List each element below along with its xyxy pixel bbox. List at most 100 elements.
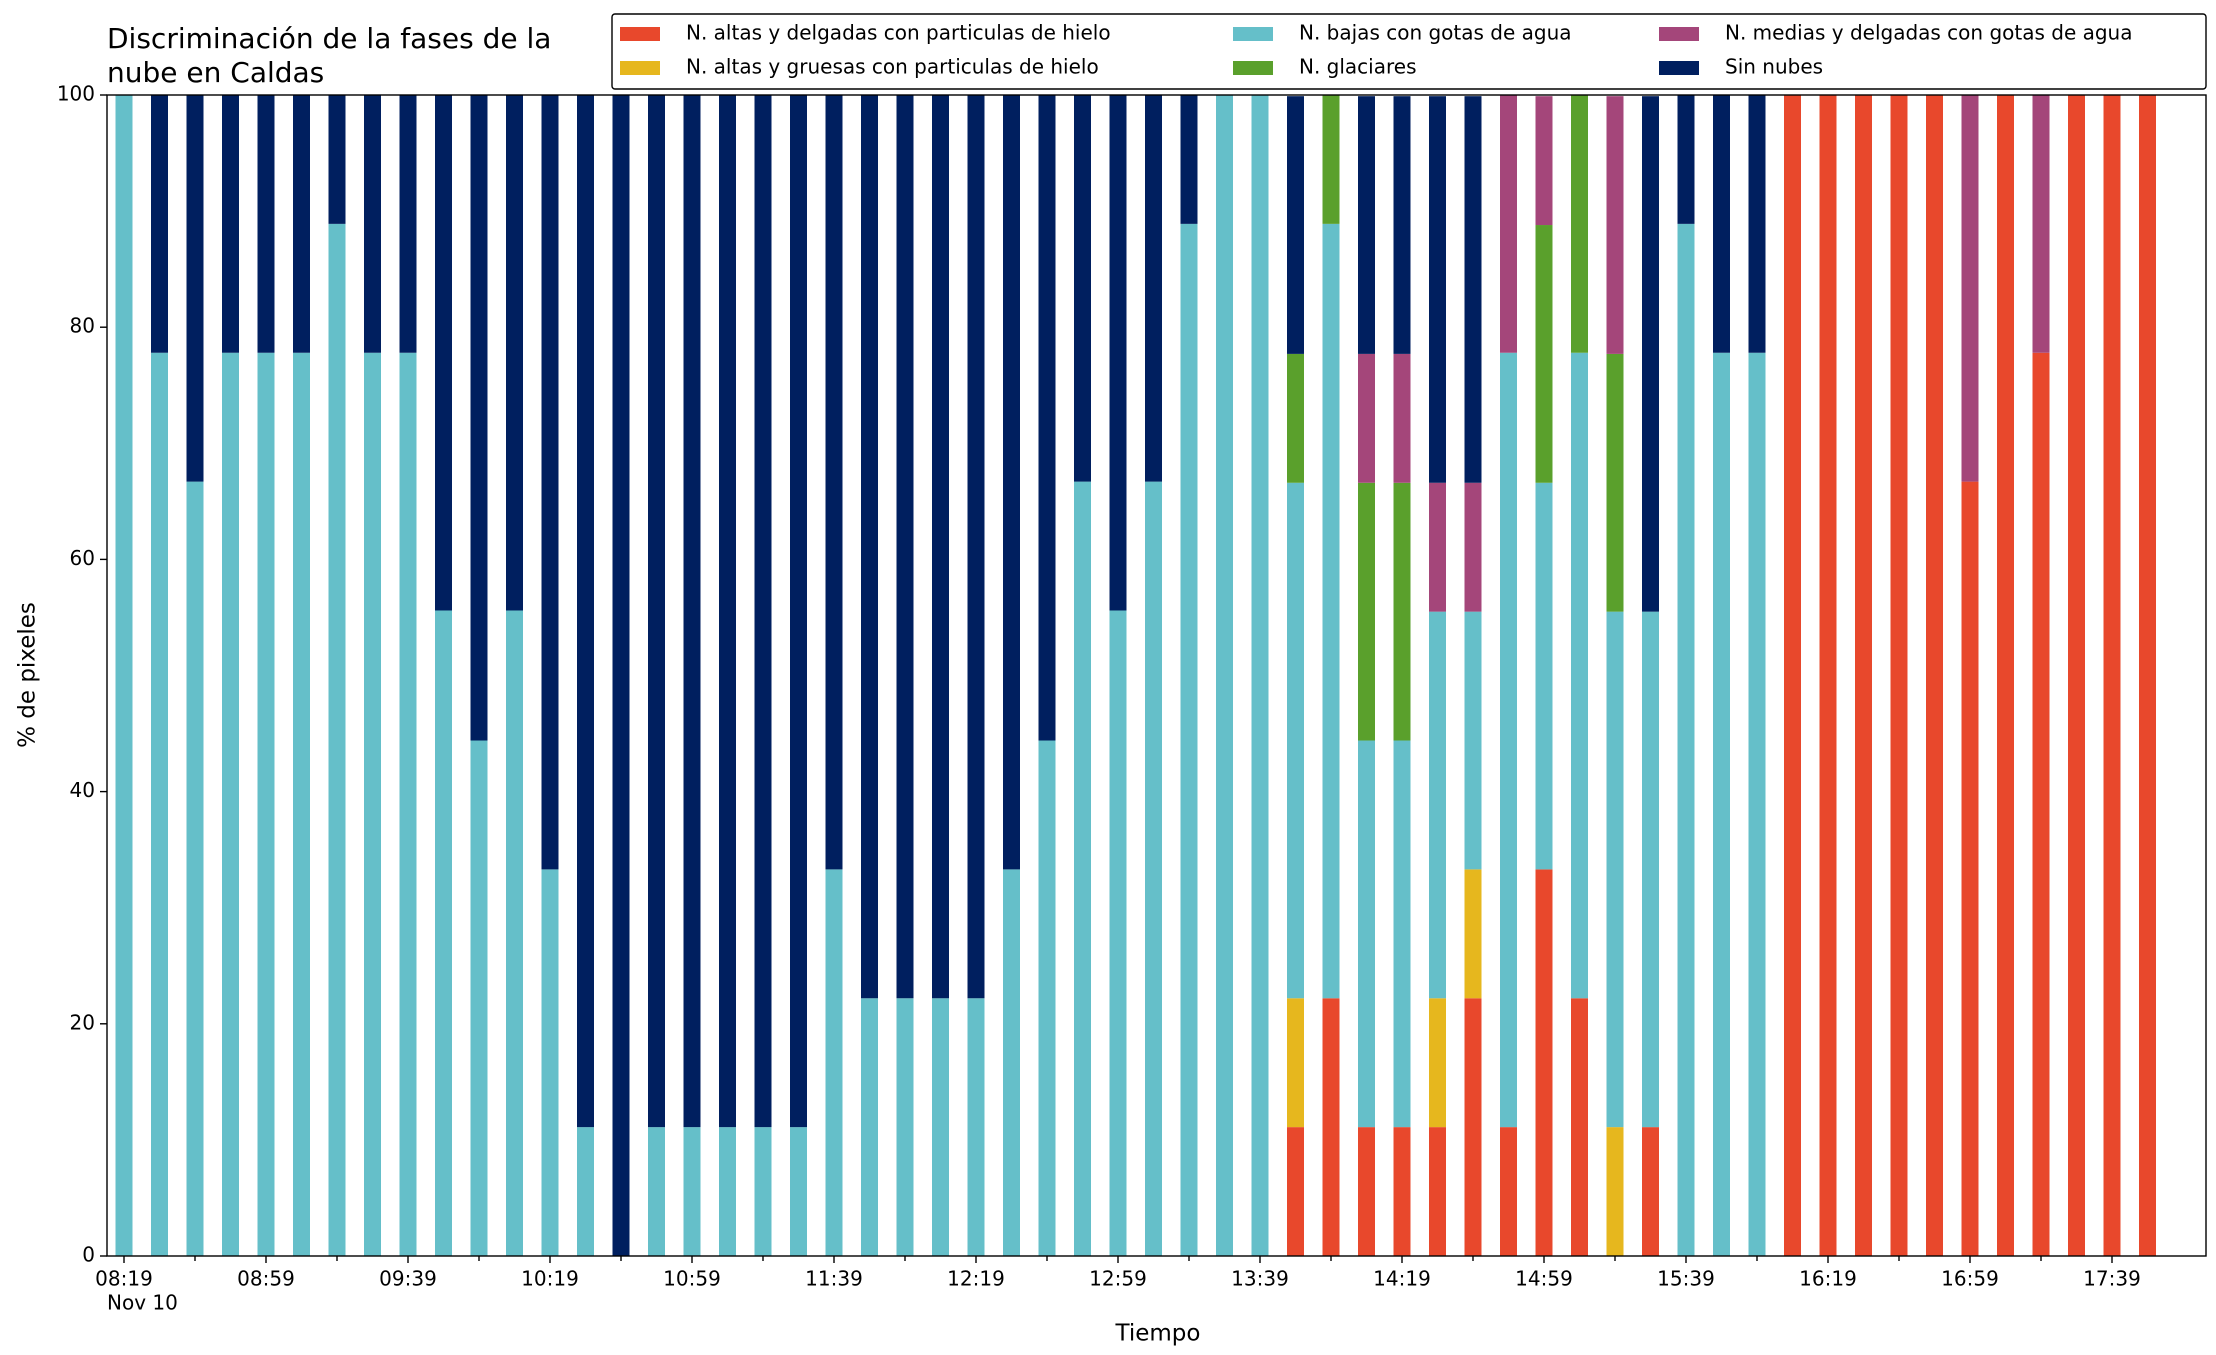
- bar-segment: [470, 740, 488, 1256]
- legend-label: N. glaciares: [1299, 55, 1417, 79]
- legend-swatch: [1233, 27, 1273, 41]
- bar-segment: [790, 95, 807, 1128]
- bar-segment: [861, 998, 878, 1256]
- bar-segment: [1358, 482, 1375, 741]
- bar-segment: [151, 352, 168, 1256]
- bar-segment: [435, 610, 452, 1256]
- x-tick-label: 15:39: [1657, 1267, 1715, 1291]
- bar-segment: [2032, 352, 2050, 1256]
- bar-segment: [1287, 353, 1304, 483]
- bar-segment: [1642, 96, 1659, 612]
- bar-segment: [1571, 352, 1588, 999]
- bar-segment: [1748, 95, 1766, 353]
- bar-segment: [1500, 352, 1517, 1128]
- bar-segment: [967, 95, 985, 999]
- legend-swatch: [1659, 61, 1699, 75]
- bar-segment: [1393, 1127, 1411, 1256]
- bar-segment: [1500, 95, 1517, 353]
- bar-segment: [364, 352, 381, 1256]
- bar-segment: [1677, 95, 1695, 224]
- chart-title: Discriminación de la fases de la: [107, 22, 551, 55]
- x-tick-label: 16:19: [1799, 1267, 1857, 1291]
- bar-segment: [470, 95, 488, 741]
- bar-segment: [1535, 482, 1553, 870]
- bar-segment: [399, 352, 417, 1256]
- bar-segment: [1606, 1127, 1624, 1256]
- bar-segment: [186, 95, 204, 482]
- bar-segment: [932, 95, 949, 999]
- bar-segment: [825, 869, 843, 1256]
- plot-frame: [106, 94, 2207, 1257]
- bar-segment: [435, 95, 452, 611]
- bar-segment: [1322, 95, 1340, 224]
- bar-segment: [2068, 95, 2085, 1256]
- bar-segment: [1287, 96, 1304, 354]
- bar-segment: [1535, 96, 1553, 226]
- bar-segment: [896, 95, 914, 999]
- x-tick-label: 14:59: [1515, 1267, 1573, 1291]
- legend-label: Sin nubes: [1725, 55, 1823, 79]
- x-tick-label: 09:39: [379, 1267, 437, 1291]
- bar-segment: [151, 95, 168, 353]
- bar-segment: [1109, 95, 1127, 611]
- bar-segment: [1322, 998, 1340, 1256]
- bar-segment: [1571, 95, 1588, 353]
- bar-segment: [1109, 610, 1127, 1256]
- bar-segment: [1393, 740, 1411, 1128]
- bar-segment: [577, 1127, 594, 1256]
- x-tick-label: 11:39: [805, 1267, 863, 1291]
- bar-segment: [719, 95, 736, 1128]
- x-tick-label: 14:19: [1373, 1267, 1431, 1291]
- bar-segment: [257, 352, 275, 1256]
- bar-segment: [2032, 95, 2050, 353]
- bar-segment: [186, 481, 204, 1256]
- bar-segment: [1606, 353, 1624, 612]
- bar-segment: [1358, 353, 1375, 483]
- bar-segment: [293, 352, 310, 1256]
- bar-segment: [222, 352, 239, 1256]
- bar-segment: [825, 95, 843, 870]
- bar-segment: [1074, 95, 1091, 482]
- x-tick-label: 12:59: [1089, 1267, 1147, 1291]
- bar-segment: [1961, 95, 1979, 482]
- bar-segment: [1713, 352, 1730, 1256]
- bar-segment: [683, 95, 701, 1128]
- legend-label: N. altas y gruesas con particulas de hie…: [686, 55, 1099, 79]
- bar-segment: [612, 95, 630, 1256]
- x-tick-label: 10:59: [663, 1267, 721, 1291]
- bar-segment: [1535, 869, 1553, 1256]
- bar-segment: [1287, 998, 1304, 1128]
- bar-segment: [754, 95, 772, 1128]
- bar-segment: [257, 95, 275, 353]
- y-tick-label: 40: [70, 778, 95, 802]
- bar-segment: [1429, 1127, 1446, 1256]
- bar-segment: [506, 610, 523, 1256]
- legend-label: N. bajas con gotas de agua: [1299, 21, 1572, 45]
- bar-segment: [293, 95, 310, 353]
- y-axis-label: % de pixeles: [15, 602, 41, 748]
- bar-segment: [399, 95, 417, 353]
- bar-segment: [1464, 96, 1482, 483]
- bar-segment: [790, 1127, 807, 1256]
- bar-segment: [648, 1127, 665, 1256]
- legend-box: [611, 13, 2207, 90]
- x-date-label: Nov 10: [107, 1291, 178, 1315]
- bar-segment: [1145, 95, 1162, 482]
- bar-segment: [1784, 95, 1801, 1256]
- bar-segment: [1358, 96, 1375, 354]
- x-tick-label: 08:59: [237, 1267, 295, 1291]
- bar-segment: [364, 95, 381, 353]
- bar-segment: [1961, 481, 1979, 1256]
- bar-segment: [1074, 481, 1091, 1256]
- bar-segment: [1606, 96, 1624, 354]
- legend-swatch: [620, 61, 660, 75]
- bar-segment: [1464, 611, 1482, 870]
- bar-segment: [861, 95, 878, 999]
- bar-segment: [1180, 223, 1198, 1257]
- bar-segment: [1216, 95, 1233, 1256]
- bar-segment: [1464, 869, 1482, 999]
- bar-segment: [2103, 95, 2121, 1256]
- x-tick-label: 10:19: [521, 1267, 579, 1291]
- bar-segment: [1606, 611, 1624, 1128]
